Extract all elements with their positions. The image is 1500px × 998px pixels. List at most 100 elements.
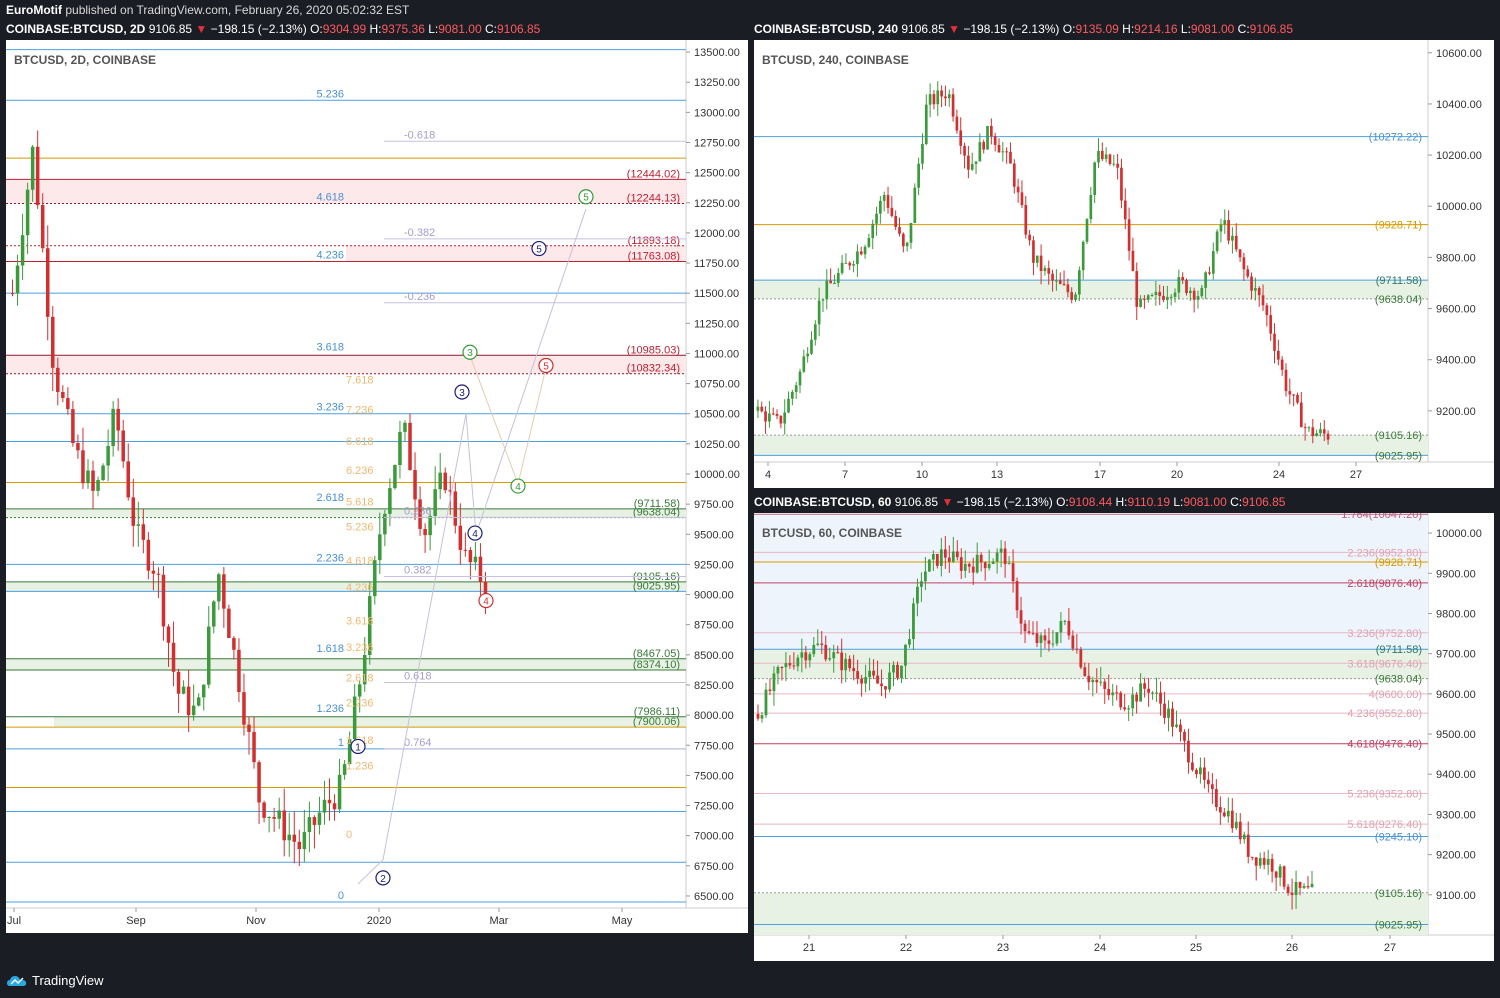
candle-body [1028, 234, 1031, 241]
chart-title: BTCUSD, 2D, COINBASE [14, 53, 156, 67]
price-zone [754, 892, 1428, 935]
candle-body [1179, 724, 1182, 732]
level-label: (9711.58) [1376, 275, 1422, 287]
candle-body [35, 146, 40, 206]
time-axis-label: 23 [997, 942, 1009, 954]
chart-title: BTCUSD, 60, COINBASE [762, 526, 902, 540]
candle-body [131, 497, 136, 526]
candle-body [1181, 277, 1185, 280]
close-value: 9106.85 [1249, 22, 1294, 36]
candle-body [1123, 707, 1127, 710]
candle-body [317, 812, 322, 825]
wave-marker [375, 870, 391, 886]
time-axis-label: 4 [765, 469, 771, 481]
fib-level-label: 4.236 [316, 249, 344, 261]
candle-body [1123, 200, 1127, 220]
candle-body [951, 94, 955, 117]
candle-body [1097, 150, 1100, 163]
candle-body [1143, 683, 1147, 689]
price-axis-label: 8000.00 [694, 710, 734, 722]
price-axis-label: 9500.00 [694, 529, 734, 541]
candle-body [780, 667, 784, 669]
candle-body [794, 385, 798, 392]
price-axis-label: 9300.00 [1436, 809, 1476, 821]
candle-body [894, 216, 898, 227]
symbol-label: COINBASE:BTCUSD, 2D [6, 22, 146, 36]
candle-body [1278, 866, 1282, 878]
price-axis-label: 12750.00 [694, 137, 740, 149]
price-axis-label: 6500.00 [694, 891, 734, 903]
candle-body [875, 213, 878, 224]
candle-body [1107, 688, 1111, 696]
candle-body [808, 654, 812, 661]
candle-body [458, 525, 463, 550]
level-label: 1.764(10047.20) [1341, 513, 1422, 521]
time-axis-label: Mar [490, 915, 509, 927]
chart-2d[interactable]: BTCUSD, 2D, COINBASE 13500.0013250.001300… [6, 40, 748, 933]
candle-body [900, 665, 903, 678]
level-label: (11763.08) [628, 250, 680, 262]
candle-body [936, 90, 940, 105]
time-axis-label: 25 [1190, 942, 1202, 954]
level-label: 2.236(9952.80) [1347, 547, 1422, 559]
candle-body [1020, 192, 1024, 206]
fib-orange-label: 2.618 [346, 672, 374, 684]
candle-body [860, 678, 864, 684]
wave-marker [467, 525, 483, 541]
symbol-label: COINBASE:BTCUSD, 240 [754, 22, 899, 36]
candle-body [1183, 731, 1186, 741]
candle-body [813, 324, 817, 340]
open-value: 9304.99 [322, 22, 367, 36]
fib-orange-label: 3.618 [346, 616, 374, 628]
fib-level-label: 1 [338, 737, 344, 749]
candle-body [1075, 648, 1079, 650]
chart-panel-2d[interactable]: BTCUSD, 2D, COINBASE 13500.00 13250.00 1300… [6, 40, 748, 933]
candle-body [1299, 402, 1303, 428]
candle-body [1070, 292, 1074, 300]
candle-body [297, 841, 302, 850]
chart-240[interactable]: BTCUSD, 240, COINBASE 10600.0010400.00102… [754, 40, 1494, 488]
chart-60[interactable]: BTCUSD, 60, COINBASE 10000.00 9900.00 9800.… [754, 513, 1494, 961]
price-axis-label: 7500.00 [694, 770, 734, 782]
price-axis-label: 9250.00 [694, 559, 734, 571]
level-label: (9928.71) [1375, 220, 1422, 232]
candle-body [1202, 767, 1206, 780]
candle-body [56, 367, 60, 393]
candle-body [20, 235, 25, 266]
candle-body [1238, 249, 1242, 258]
fib-ext-label: 0.764 [404, 737, 432, 749]
candle-body [438, 472, 442, 490]
candle-body [898, 226, 901, 234]
level-label: 4.236(9552.80) [1347, 708, 1422, 720]
level-label: (12244.13) [627, 192, 680, 204]
candle-body [408, 422, 412, 470]
candle-body [86, 470, 90, 484]
candle-body [993, 136, 997, 145]
tradingview-logo[interactable]: TradingView [6, 973, 104, 988]
time-axis-label: May [612, 915, 633, 927]
candle-body [1166, 296, 1169, 300]
candle-body [856, 671, 860, 679]
candle-body [332, 803, 337, 810]
level-label: 4.618(9476.40) [1347, 739, 1422, 751]
candle-body [1071, 635, 1075, 649]
chart-panel-240[interactable]: BTCUSD, 240, COINBASE 10600.00 10400.00 102… [754, 40, 1494, 488]
price-axis-label: 13250.00 [694, 77, 740, 89]
candle-body [10, 293, 15, 295]
level-label: (9105.16) [1375, 430, 1422, 442]
chart-panel-60[interactable]: BTCUSD, 60, COINBASE 10000.00 9900.00 9800.… [754, 513, 1494, 961]
candle-body [912, 603, 915, 640]
candle-body [1274, 871, 1278, 878]
wave-number: 5 [543, 362, 549, 373]
candle-body [1284, 369, 1288, 392]
candle-body [928, 94, 932, 105]
candle-body [247, 724, 251, 732]
fib-orange-label: 5.618 [346, 496, 374, 508]
candle-body [1131, 694, 1135, 709]
candle-body [879, 200, 882, 214]
candle-body [1043, 635, 1047, 641]
candle-body [51, 316, 55, 368]
author-name[interactable]: EuroMotif [6, 3, 62, 17]
level-label: (8467.05) [633, 648, 680, 660]
wave-number: 4 [472, 529, 478, 540]
